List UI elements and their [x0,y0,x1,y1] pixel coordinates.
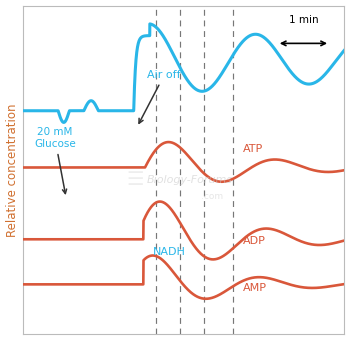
Text: 1 min: 1 min [289,15,318,25]
Text: Biology-Forums: Biology-Forums [147,175,233,185]
Text: 20 mM
Glucose: 20 mM Glucose [34,128,76,193]
Text: NADH: NADH [153,247,186,257]
Text: ATP: ATP [243,143,263,154]
Text: ☰: ☰ [127,170,144,189]
Text: ADP: ADP [243,236,266,246]
Text: AMP: AMP [243,284,267,293]
Text: .com: .com [202,192,224,201]
Y-axis label: Relative concentration: Relative concentration [6,103,19,237]
Text: Air off: Air off [139,70,181,123]
